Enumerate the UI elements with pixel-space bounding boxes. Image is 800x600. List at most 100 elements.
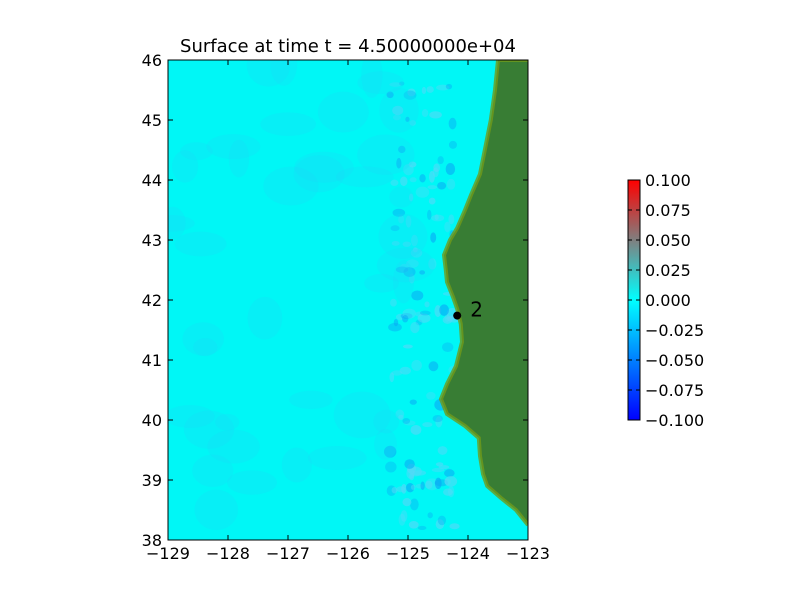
wave-speck bbox=[433, 163, 441, 173]
wave-speck bbox=[412, 247, 418, 253]
wave-speck bbox=[373, 409, 400, 434]
wave-speck bbox=[400, 510, 408, 522]
colorbar-tick-label: −0.050 bbox=[645, 351, 704, 370]
wave-speck bbox=[410, 321, 420, 334]
wave-speck bbox=[168, 404, 215, 428]
wave-speck bbox=[364, 273, 399, 293]
wave-speck bbox=[444, 469, 455, 478]
wave-speck bbox=[389, 372, 395, 383]
wave-speck bbox=[385, 461, 397, 473]
wave-speck bbox=[426, 391, 436, 400]
wave-speck bbox=[390, 298, 397, 307]
wave-speck bbox=[409, 399, 417, 405]
wave-speck bbox=[388, 323, 402, 332]
wave-speck bbox=[408, 161, 417, 168]
wave-speck bbox=[437, 156, 444, 165]
colorbar-tick-label: 0.100 bbox=[645, 171, 691, 190]
wave-speck bbox=[411, 359, 422, 371]
x-tick-label: −123 bbox=[506, 544, 550, 563]
wave-speckle bbox=[168, 60, 461, 531]
wave-speck bbox=[434, 214, 439, 221]
wave-speck bbox=[407, 88, 416, 97]
wave-speck bbox=[168, 206, 186, 240]
wave-speck bbox=[431, 467, 445, 473]
wave-speck bbox=[435, 462, 444, 467]
colorbar-tick-label: 0.075 bbox=[645, 201, 691, 220]
wave-speck bbox=[422, 422, 433, 428]
x-tick-label: −125 bbox=[386, 544, 430, 563]
wave-speck bbox=[180, 142, 213, 161]
wave-speck bbox=[448, 214, 455, 225]
x-axis: −129 −128 −127 −126 −125 −124 −123 bbox=[146, 60, 550, 563]
wave-speck bbox=[398, 145, 406, 154]
wave-speck bbox=[447, 486, 455, 498]
x-tick-label: −128 bbox=[206, 544, 250, 563]
wave-speck bbox=[398, 215, 405, 224]
wave-speck bbox=[389, 82, 402, 87]
wave-speck bbox=[402, 344, 413, 349]
wave-speck bbox=[361, 60, 383, 98]
wave-speck bbox=[228, 139, 250, 178]
wave-speck bbox=[401, 483, 407, 494]
wave-speck bbox=[399, 81, 405, 86]
wave-speck bbox=[434, 305, 442, 318]
y-tick-label: 46 bbox=[142, 51, 162, 70]
y-tick-label: 45 bbox=[142, 111, 162, 130]
wave-speck bbox=[336, 166, 394, 188]
colorbar-tick-label: −0.100 bbox=[645, 411, 704, 430]
y-tick-label: 41 bbox=[142, 351, 162, 370]
wave-speck bbox=[357, 71, 405, 94]
wave-speck bbox=[386, 91, 394, 99]
wave-speck bbox=[428, 170, 435, 183]
plot-area bbox=[168, 60, 528, 540]
wave-speck bbox=[445, 83, 453, 90]
wave-speck bbox=[408, 193, 414, 202]
gauge-label: 2 bbox=[470, 298, 483, 322]
wave-speck bbox=[409, 177, 417, 183]
land-region bbox=[441, 60, 528, 540]
wave-speck bbox=[393, 260, 414, 304]
wave-speck bbox=[415, 311, 423, 317]
wave-speck bbox=[395, 409, 405, 419]
wave-speck bbox=[246, 60, 291, 87]
wave-speck bbox=[391, 370, 403, 376]
wave-speck bbox=[419, 310, 431, 316]
wave-speck bbox=[376, 247, 436, 283]
wave-speck bbox=[427, 209, 432, 221]
colorbar-tick-label: −0.075 bbox=[645, 381, 704, 400]
wave-speck bbox=[206, 134, 261, 160]
wave-speck bbox=[427, 185, 438, 190]
y-tick-label: 39 bbox=[142, 471, 162, 490]
x-tick-label: −129 bbox=[146, 544, 190, 563]
wave-speck bbox=[227, 470, 277, 495]
wave-speck bbox=[263, 166, 319, 206]
wave-speck bbox=[431, 214, 445, 222]
wave-speck bbox=[402, 497, 412, 507]
wave-speck bbox=[193, 338, 218, 357]
wave-speck bbox=[398, 513, 406, 526]
wave-speck bbox=[428, 197, 436, 205]
x-tick-label: −127 bbox=[266, 544, 310, 563]
wave-speck bbox=[390, 179, 399, 186]
wave-speck bbox=[333, 391, 391, 439]
wave-speck bbox=[403, 420, 416, 426]
wave-speck bbox=[437, 515, 447, 526]
wave-speck bbox=[294, 151, 354, 183]
wave-speck bbox=[421, 86, 427, 95]
wave-speck bbox=[415, 186, 430, 198]
wave-speck bbox=[402, 417, 411, 425]
wave-speck bbox=[183, 410, 235, 449]
wave-speck bbox=[400, 176, 408, 187]
chart-title: Surface at time t = 4.50000000e+04 bbox=[180, 36, 516, 57]
wave-speck bbox=[390, 225, 400, 232]
wave-speck bbox=[393, 318, 399, 327]
wave-speck bbox=[378, 213, 428, 259]
wave-speck bbox=[293, 155, 345, 193]
wave-speck bbox=[398, 414, 404, 421]
colorbar: 0.100 0.075 0.050 0.025 0.000 −0.025 −0.050 −0.… bbox=[627, 171, 704, 430]
wave-speck bbox=[428, 258, 437, 270]
wave-speck bbox=[430, 232, 437, 243]
wave-speck bbox=[426, 86, 434, 93]
wave-speck bbox=[192, 454, 234, 487]
